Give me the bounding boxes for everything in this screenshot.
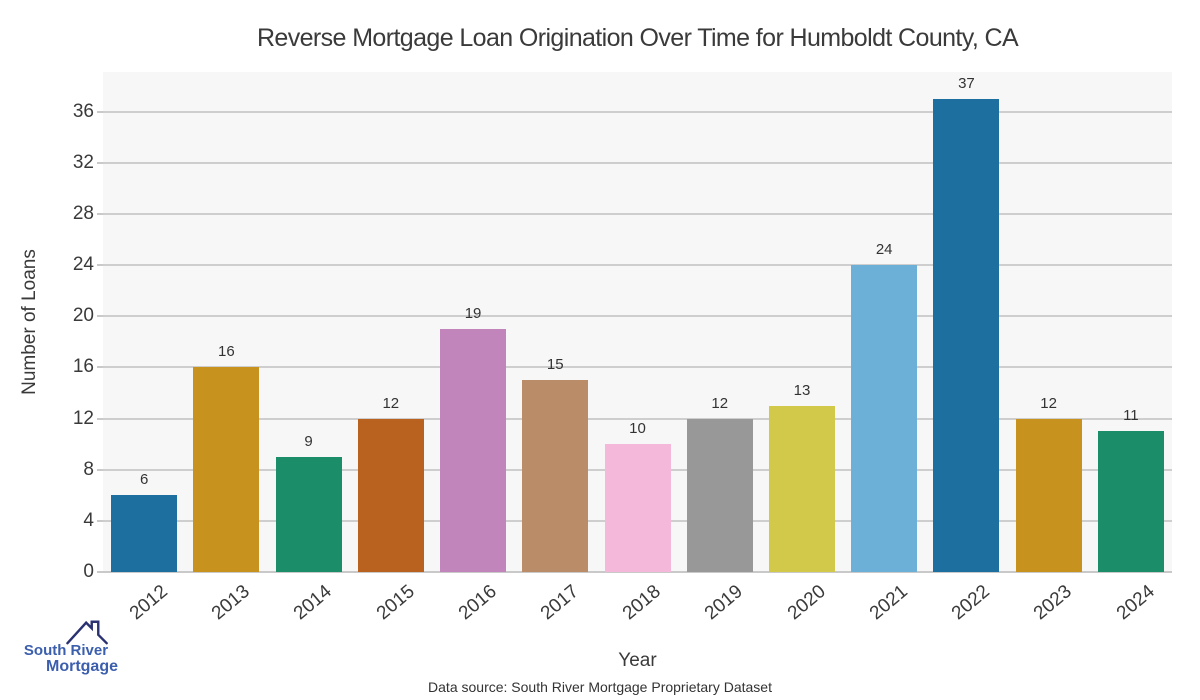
bar-value-label: 16 (218, 343, 235, 361)
bar-2016 (440, 329, 507, 572)
bar-2015 (357, 418, 424, 572)
bar-value-label: 24 (875, 241, 893, 259)
bar-value-label: 6 (139, 471, 149, 489)
y-tick-mark (97, 161, 103, 164)
x-tick-label-2015: 2015 (372, 581, 419, 625)
south-river-mortgage-logo: South River Mortgage (14, 616, 118, 682)
y-tick-mark (97, 264, 103, 267)
bar-2023 (1015, 418, 1082, 572)
y-tick-label: 20 (72, 305, 94, 327)
x-tick-label-2022: 2022 (948, 581, 994, 625)
bar-2013 (193, 367, 260, 572)
bar-value-label: 12 (711, 394, 729, 412)
data-source: Data source: South River Mortgage Propri… (428, 679, 772, 695)
y-tick-mark (97, 571, 103, 573)
bar-2022 (933, 98, 1000, 572)
bar-2024 (1097, 431, 1164, 572)
y-tick-label: 4 (83, 509, 94, 531)
house-roof-icon (66, 620, 108, 645)
gridline-y-36 (103, 110, 1172, 113)
y-tick-mark (97, 417, 103, 420)
x-tick-label-2012: 2012 (125, 581, 172, 625)
bar-2020 (768, 405, 835, 572)
x-tick-label-2016: 2016 (454, 581, 501, 625)
gridline-y-16 (103, 366, 1172, 369)
bar-2019 (686, 418, 753, 572)
y-tick-mark (97, 212, 103, 215)
gridline-y-20 (103, 315, 1172, 318)
x-tick-label-2018: 2018 (619, 581, 665, 625)
y-tick-mark (97, 468, 103, 471)
gridline-y-28 (103, 212, 1172, 215)
x-tick-label-2014: 2014 (290, 581, 337, 625)
y-tick-label: 0 (83, 561, 94, 582)
bar-value-label: 37 (958, 74, 975, 92)
y-tick-label: 32 (72, 151, 94, 173)
bar-2012 (111, 495, 178, 572)
bar-2021 (851, 265, 918, 572)
bar-value-label: 9 (304, 432, 313, 450)
y-tick-label: 8 (83, 458, 94, 480)
logo-text-line2: Mortgage (46, 658, 118, 675)
x-tick-label-2021: 2021 (865, 581, 912, 625)
bar-2017 (522, 380, 589, 572)
bar-2018 (604, 444, 671, 572)
x-tick-label-2019: 2019 (701, 581, 748, 625)
x-tick-label-2023: 2023 (1030, 581, 1077, 625)
gridline-y-32 (103, 161, 1172, 164)
bar-value-label: 13 (793, 381, 811, 399)
x-tick-label-2020: 2020 (783, 581, 830, 625)
x-tick-label-2024: 2024 (1112, 581, 1159, 625)
y-tick-mark (97, 110, 103, 113)
y-tick-label: 12 (72, 407, 94, 429)
logo-text-line1: South River (23, 642, 109, 659)
x-axis-title: Year (618, 650, 657, 671)
y-tick-mark (97, 315, 103, 318)
bar-2014 (275, 456, 342, 572)
bar-value-label: 10 (629, 420, 646, 438)
bar-value-label: 19 (464, 305, 482, 323)
y-tick-mark (97, 366, 103, 369)
x-tick-label-2017: 2017 (536, 581, 583, 625)
bar-value-label: 11 (1123, 407, 1139, 425)
x-axis-line (103, 571, 1172, 573)
x-tick-label-2013: 2013 (207, 581, 254, 625)
bar-value-label: 15 (546, 356, 564, 374)
y-axis-title: Number of Loans (19, 249, 40, 395)
y-tick-label: 24 (72, 254, 94, 276)
y-tick-label: 36 (72, 100, 94, 122)
bar-value-label: 12 (1040, 394, 1057, 412)
y-tick-label: 16 (72, 356, 94, 378)
y-tick-label: 28 (72, 202, 94, 224)
chart-title: Reverse Mortgage Loan Origination Over T… (256, 24, 1019, 52)
gridline-y-24 (103, 264, 1172, 267)
y-tick-mark (97, 519, 103, 522)
bar-value-label: 12 (382, 394, 400, 412)
gridline-y-12 (103, 417, 1172, 420)
